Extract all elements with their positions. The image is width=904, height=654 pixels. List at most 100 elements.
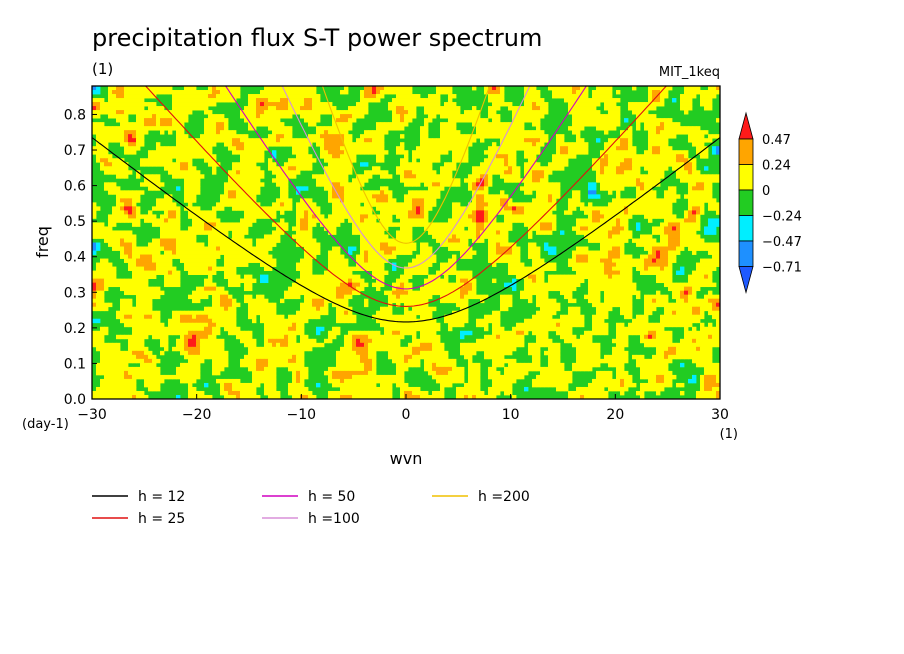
heatmap-cell [112, 166, 117, 171]
heatmap-cell [600, 270, 605, 275]
heatmap-cell [608, 114, 613, 119]
heatmap-cell [444, 114, 449, 119]
heatmap-cell [200, 222, 205, 227]
heatmap-cell [244, 278, 249, 284]
heatmap-cell [712, 262, 717, 267]
heatmap-cell [396, 206, 401, 211]
heatmap-cell [692, 170, 697, 175]
heatmap-cell [252, 142, 257, 147]
heatmap-cell [424, 110, 429, 115]
heatmap-cell [312, 90, 317, 95]
heatmap-cell [224, 226, 229, 231]
heatmap-cell [528, 186, 533, 191]
heatmap-cell [380, 186, 385, 191]
heatmap-cell [456, 226, 461, 231]
heatmap-cell [712, 254, 717, 259]
heatmap-cell [524, 270, 529, 275]
heatmap-cell [516, 110, 521, 115]
heatmap-cell [552, 190, 557, 195]
heatmap-cell [700, 94, 705, 99]
heatmap-cell [476, 110, 481, 115]
heatmap-cell [544, 198, 549, 203]
heatmap-cell [620, 166, 625, 171]
heatmap-cell [684, 110, 689, 115]
heatmap-cell [656, 254, 661, 259]
heatmap-cell [540, 218, 545, 223]
heatmap-cell [208, 230, 213, 235]
heatmap-cell [404, 242, 409, 247]
heatmap-cell [528, 110, 533, 115]
heatmap-cell [540, 142, 545, 147]
heatmap-cell [592, 114, 597, 119]
heatmap-cell [304, 166, 309, 171]
heatmap-cell [604, 106, 609, 111]
heatmap-cell [420, 262, 425, 267]
heatmap-cell [116, 134, 121, 139]
heatmap-cell [324, 130, 329, 135]
heatmap-cell [684, 234, 689, 239]
heatmap-cell [280, 122, 285, 127]
heatmap-cell [632, 102, 637, 107]
heatmap-cell [168, 222, 173, 227]
heatmap-cell [192, 90, 197, 95]
heatmap-cell [436, 98, 441, 103]
heatmap-cell [496, 158, 501, 163]
heatmap-cell [120, 122, 125, 127]
heatmap-cell [544, 194, 549, 199]
heatmap-cell [628, 174, 633, 179]
heatmap-cell [332, 118, 337, 123]
heatmap-cell [268, 122, 273, 127]
heatmap-cell [548, 214, 553, 219]
heatmap-cell [304, 162, 309, 167]
heatmap-cell [368, 134, 373, 139]
heatmap-cell [444, 126, 449, 131]
heatmap-cell [328, 262, 333, 267]
heatmap-cell [396, 146, 401, 151]
heatmap-cell [668, 278, 673, 284]
heatmap-cell [584, 90, 589, 95]
heatmap-cell [412, 106, 417, 111]
heatmap-cell [256, 178, 261, 183]
heatmap-cell [560, 134, 565, 139]
heatmap-cell [188, 102, 193, 107]
heatmap-cell [232, 202, 237, 207]
heatmap-cell [616, 170, 621, 175]
heatmap-cell [304, 118, 309, 123]
heatmap-cell [256, 242, 261, 247]
heatmap-cell [436, 150, 441, 155]
heatmap-cell [320, 126, 325, 131]
heatmap-cell [148, 254, 153, 259]
heatmap-cell [604, 118, 609, 123]
heatmap-cell [304, 234, 309, 239]
heatmap-cell [164, 282, 169, 288]
heatmap-cell [608, 106, 613, 111]
heatmap-cell [244, 250, 249, 255]
heatmap-cell [572, 130, 577, 135]
heatmap-cell [460, 250, 465, 255]
heatmap-cell [364, 206, 369, 211]
heatmap-cell [376, 282, 381, 288]
heatmap-cell [248, 210, 253, 215]
heatmap-cell [360, 234, 365, 239]
heatmap-cell [712, 250, 717, 255]
heatmap-cell [124, 202, 129, 207]
heatmap-cell [436, 190, 441, 195]
heatmap-cell [192, 106, 197, 111]
heatmap-cell [528, 274, 533, 280]
heatmap-cell [552, 226, 557, 231]
heatmap-cell [580, 98, 585, 103]
heatmap-cell [580, 146, 585, 151]
heatmap-cell [608, 142, 613, 147]
heatmap-cell [532, 94, 537, 99]
heatmap-cell [536, 274, 541, 280]
heatmap-cell [352, 198, 357, 203]
heatmap-cell [500, 198, 505, 203]
heatmap-cell [684, 150, 689, 155]
heatmap-cell [504, 150, 509, 155]
heatmap-cell [528, 214, 533, 219]
heatmap-cell [596, 166, 601, 171]
heatmap-cell [148, 114, 153, 119]
heatmap-cell [656, 90, 661, 95]
heatmap-cell [564, 158, 569, 163]
heatmap-cell [528, 234, 533, 239]
